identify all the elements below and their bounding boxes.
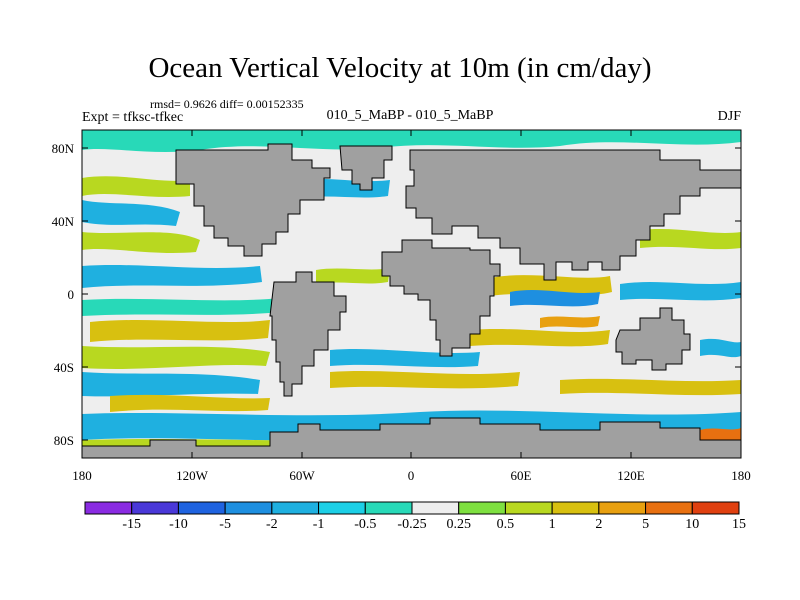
x-tick-label: 60E: [510, 468, 532, 483]
colorbar-label: 0.5: [496, 517, 515, 532]
land-masses: [82, 143, 741, 458]
contour-band: [640, 229, 741, 250]
colorbar-label: -2: [266, 517, 278, 532]
australia: [615, 307, 691, 371]
greenland: [339, 145, 393, 191]
colorbar-swatch: [364, 501, 413, 515]
colorbar-label: -0.25: [397, 517, 427, 532]
colorbar-label: 5: [642, 517, 650, 532]
colorbar-label: -15: [122, 517, 142, 532]
contour-band: [560, 378, 741, 396]
contour-band: [316, 268, 390, 284]
colorbar-swatch: [177, 501, 226, 515]
colorbar-swatch: [691, 501, 740, 515]
x-tick-label: 180: [72, 468, 92, 483]
plot-title: Ocean Vertical Velocity at 10m (in cm/da…: [148, 52, 652, 84]
y-tick-label: 0: [67, 287, 75, 302]
stats-label: rmsd= 0.9626 diff= 0.00152335: [150, 97, 304, 111]
velocity-field: [82, 130, 741, 458]
colorbar-swatch: [224, 501, 273, 515]
colorbar-label: 15: [732, 517, 746, 532]
contour-band: [82, 298, 280, 316]
colorbar-swatch: [318, 501, 366, 515]
tick-marks: [82, 130, 741, 458]
colorbar-label: -5: [219, 517, 231, 532]
x-tick-label: 120W: [176, 468, 208, 483]
colorbar-swatch: [598, 501, 647, 515]
contour-band: [110, 394, 270, 412]
contour-band: [82, 346, 270, 369]
x-tick-label: 60W: [289, 468, 315, 483]
colorbar-swatch: [84, 501, 133, 515]
contour-band: [82, 200, 180, 226]
contour-band: [540, 316, 600, 328]
colorbar-label: -0.5: [354, 517, 377, 532]
contour-band: [82, 372, 260, 397]
contour-band: [470, 329, 610, 347]
contour-band: [90, 320, 270, 342]
colorbar-label: 0.25: [446, 517, 471, 532]
contour-band: [510, 290, 600, 307]
colorbar-swatch: [645, 501, 693, 515]
y-tick-label: 80S: [53, 433, 74, 448]
north-america: [175, 143, 331, 257]
colorbar-label: -10: [169, 517, 188, 532]
contour-band: [82, 130, 741, 152]
colorbar: [84, 501, 740, 515]
contour-band: [700, 428, 741, 444]
y-tick-label: 40N: [51, 214, 74, 229]
colorbar-swatch: [551, 501, 600, 515]
colorbar-swatch: [504, 501, 553, 515]
eurasia: [405, 149, 741, 281]
colorbar-swatch: [411, 501, 460, 515]
contour-band: [620, 282, 741, 301]
contour-band: [330, 371, 520, 389]
x-tick-label: 0: [407, 468, 415, 483]
antarctica: [82, 417, 741, 458]
colorbar-swatch: [271, 501, 320, 515]
contour-band: [82, 265, 262, 288]
south-america: [269, 271, 347, 397]
contour-band: [82, 176, 190, 197]
colorbar-label: -1: [312, 517, 325, 532]
colorbar-label: 1: [548, 517, 556, 532]
colorbar-swatch: [458, 501, 506, 515]
africa: [381, 239, 501, 357]
season-label: DJF: [717, 109, 741, 124]
contour-band: [82, 232, 200, 253]
experiment-label: Expt = tfksc-tfkec: [82, 110, 184, 125]
case-label: 010_5_MaBP - 010_5_MaBP: [326, 108, 494, 123]
x-tick-label: 120E: [617, 468, 645, 483]
contour-band: [700, 338, 741, 358]
y-tick-label: 40S: [53, 360, 74, 375]
colorbar-label: 2: [595, 517, 603, 532]
colorbar-swatch: [131, 501, 179, 515]
y-tick-label: 80N: [51, 141, 74, 156]
x-tick-label: 180: [731, 468, 751, 483]
colorbar-label: 10: [685, 517, 700, 532]
